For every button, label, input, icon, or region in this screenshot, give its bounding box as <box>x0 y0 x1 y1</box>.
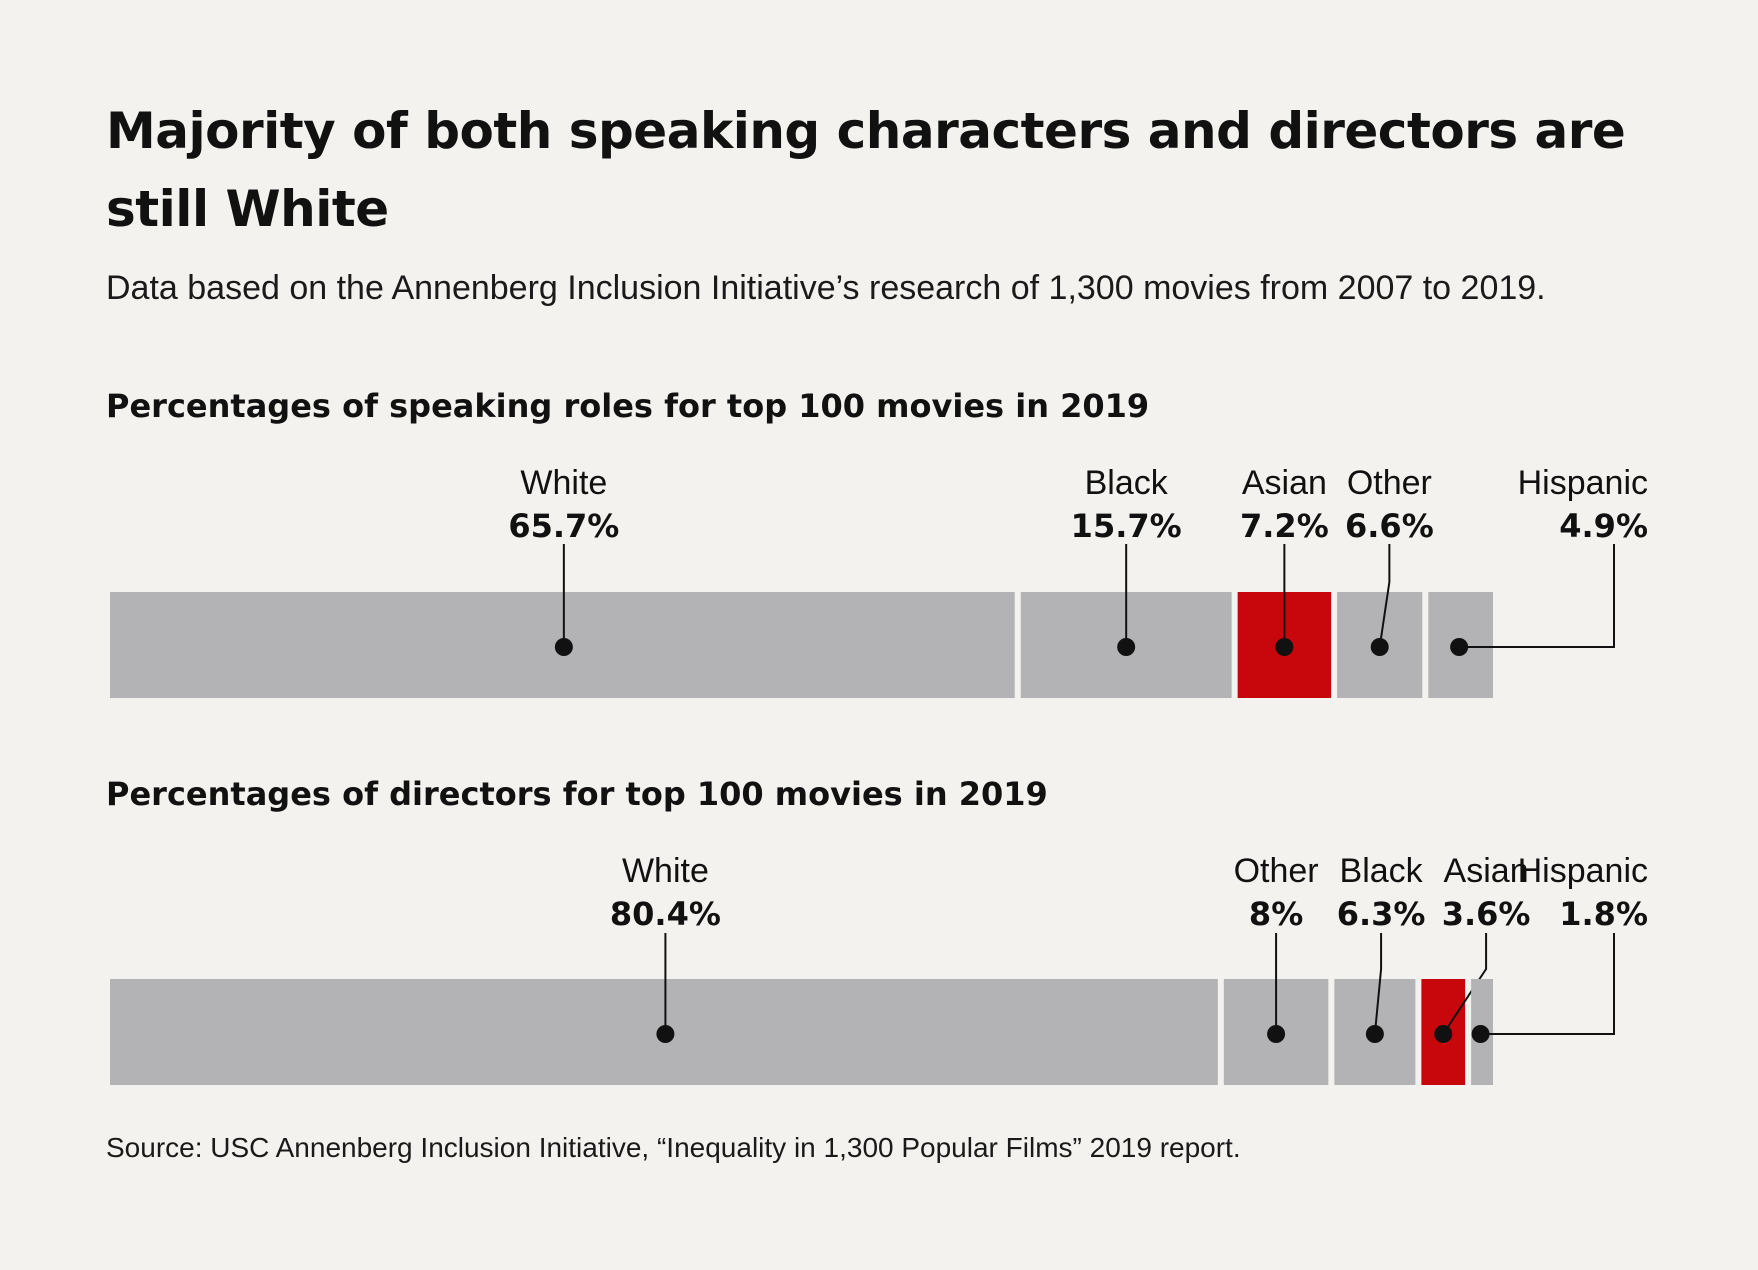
category-label-directors-other: Other <box>1234 852 1319 890</box>
marker-dot-roles-asian <box>1275 638 1294 656</box>
value-label-roles-other: 6.6% <box>1345 507 1434 545</box>
marker-dot-directors-hispanic <box>1471 1025 1490 1043</box>
marker-dot-roles-other <box>1370 638 1389 656</box>
category-label-directors-black: Black <box>1340 852 1424 890</box>
category-label-roles-asian: Asian <box>1242 464 1327 502</box>
chart-title: Majority of both speaking characters and… <box>106 102 1626 238</box>
source-note: Source: USC Annenberg Inclusion Initiati… <box>106 1132 1241 1163</box>
marker-dot-roles-black <box>1117 638 1136 656</box>
chart-subtitle: Data based on the Annenberg Inclusion In… <box>106 269 1546 307</box>
value-label-directors-white: 80.4% <box>610 895 721 933</box>
category-label-roles-other: Other <box>1347 464 1432 502</box>
category-label-roles-black: Black <box>1085 464 1169 502</box>
marker-dot-directors-asian <box>1434 1025 1453 1043</box>
directors-title: Percentages of directors for top 100 mov… <box>106 775 1048 813</box>
leader-line-directors-black <box>1373 933 1383 1035</box>
category-label-directors-white: White <box>622 852 709 890</box>
leader-line-roles-hispanic <box>1459 544 1615 648</box>
value-label-directors-asian: 3.6% <box>1442 895 1531 933</box>
directors-chart: White 80.4% Other 8% Black 6.3% Asian 3.6% Hispa… <box>110 852 1648 1085</box>
speaking-roles-chart: White 65.7% Black 15.7% Asian 7.2% Other 6.6% Hi… <box>110 464 1648 698</box>
category-label-directors-hispanic: Hispanic <box>1518 852 1648 890</box>
leader-line-directors-hispanic <box>1480 933 1615 1035</box>
value-label-directors-black: 6.3% <box>1337 895 1426 933</box>
value-label-roles-black: 15.7% <box>1071 507 1182 545</box>
marker-dot-roles-white <box>554 638 573 656</box>
marker-dot-roles-hispanic <box>1450 638 1469 656</box>
category-label-directors-asian: Asian <box>1444 852 1529 890</box>
leader-line-directors-asian <box>1442 933 1488 1035</box>
category-label-roles-white: White <box>520 464 607 502</box>
marker-dot-directors-other <box>1267 1025 1286 1043</box>
marker-dot-directors-white <box>656 1025 675 1043</box>
speaking-roles-title: Percentages of speaking roles for top 10… <box>106 387 1150 425</box>
value-label-directors-hispanic: 1.8% <box>1559 895 1648 933</box>
leader-line-roles-other <box>1378 544 1391 648</box>
value-label-roles-white: 65.7% <box>508 507 619 545</box>
value-label-roles-asian: 7.2% <box>1240 507 1329 545</box>
value-label-directors-other: 8% <box>1249 895 1303 933</box>
marker-dot-directors-black <box>1365 1025 1384 1043</box>
value-label-roles-hispanic: 4.9% <box>1559 507 1648 545</box>
category-label-roles-hispanic: Hispanic <box>1518 464 1648 502</box>
